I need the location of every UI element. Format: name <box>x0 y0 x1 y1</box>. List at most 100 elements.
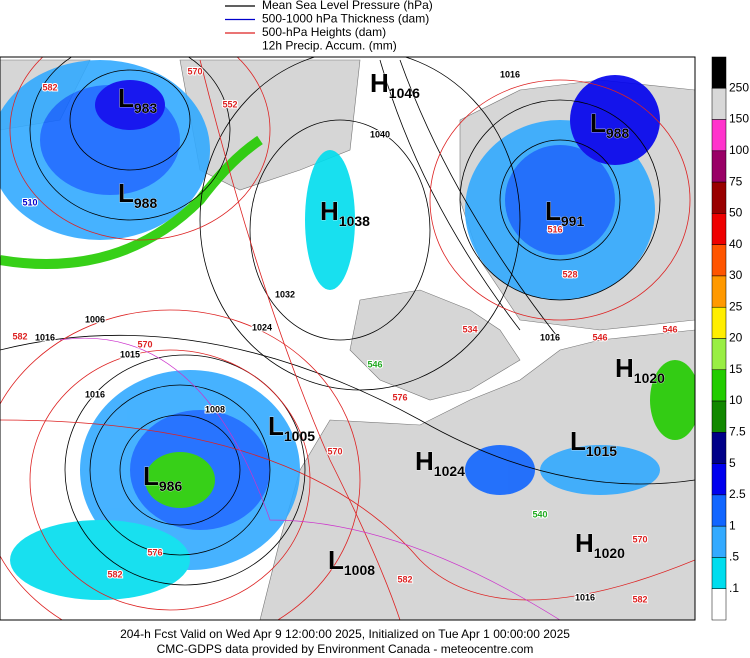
contour-label: 582 <box>107 569 122 579</box>
contour-label: 534 <box>462 324 477 334</box>
footer-line: 204-h Fcst Valid on Wed Apr 9 12:00:00 2… <box>120 627 570 641</box>
center-letter: H <box>575 528 594 558</box>
contour-label: 1040 <box>370 129 390 139</box>
land-europe <box>349 289 521 401</box>
colorbar-swatch <box>711 525 727 558</box>
contour-label: 1032 <box>275 289 295 299</box>
colorbar-swatch <box>711 494 727 527</box>
contour-label: 1008 <box>205 404 225 414</box>
center-value: 1015 <box>586 443 617 459</box>
contour-label: 570 <box>632 534 647 544</box>
colorbar-swatch <box>711 588 727 621</box>
center-letter: L <box>328 545 344 575</box>
colorbar-label: 50 <box>729 206 743 220</box>
colorbar-swatch <box>711 88 727 120</box>
pressure-center: H1020 <box>575 528 625 561</box>
colorbar-swatch <box>711 557 727 589</box>
footer: 204-h Fcst Valid on Wed Apr 9 12:00:00 2… <box>120 627 570 656</box>
colorbar-label: 5 <box>729 456 736 470</box>
contour-label: 540 <box>532 509 547 519</box>
center-value: 1024 <box>434 463 465 479</box>
colorbar-label: .1 <box>729 581 739 595</box>
colorbar-swatch <box>711 275 727 308</box>
legend-label: Mean Sea Level Pressure (hPa) <box>262 0 433 12</box>
pressure-center: L986 <box>143 461 182 494</box>
legend-label: 500-hPa Heights (dam) <box>262 25 386 39</box>
colorbar-label: 20 <box>729 331 743 345</box>
center-value: 1038 <box>339 213 370 229</box>
pressure-center: L988 <box>590 108 629 141</box>
pressure-center: L1005 <box>268 411 315 444</box>
center-value: 991 <box>561 213 585 229</box>
center-value: 1046 <box>389 85 420 101</box>
colorbar-swatch <box>711 400 727 433</box>
center-letter: L <box>590 108 606 138</box>
center-value: 988 <box>606 125 630 141</box>
colorbar-label: 25 <box>729 299 743 313</box>
colorbar-label: 1 <box>729 518 736 532</box>
contour-label: 582 <box>12 331 27 341</box>
legend-label: 12h Precip. Accum. (mm) <box>262 39 397 53</box>
center-value: 988 <box>134 195 158 211</box>
colorbar-swatch <box>711 119 727 152</box>
contour-label: 570 <box>187 66 202 76</box>
colorbar-label: 150 <box>729 112 749 126</box>
height-contours <box>0 57 695 620</box>
colorbar-swatch <box>711 244 727 277</box>
contour-label: 546 <box>592 332 607 342</box>
colorbar-swatch <box>711 432 727 464</box>
center-value: 983 <box>134 100 158 116</box>
pressure-center: L988 <box>118 178 157 211</box>
contour-label: 582 <box>632 594 647 604</box>
contour-label: 576 <box>147 547 162 557</box>
center-value: 986 <box>159 478 183 494</box>
isobars <box>0 57 695 586</box>
pressure-center: H1024 <box>415 446 465 479</box>
contour-label: 510 <box>22 197 37 207</box>
center-letter: L <box>118 178 134 208</box>
thickness-contours <box>59 337 561 620</box>
legend: Mean Sea Level Pressure (hPa)500-1000 hP… <box>225 0 433 53</box>
center-letter: H <box>415 446 434 476</box>
center-letter: L <box>118 83 134 113</box>
contour-label: 1016 <box>500 69 520 79</box>
pressure-center: L1008 <box>328 545 375 578</box>
contour-label: 582 <box>397 574 412 584</box>
center-letter: H <box>320 196 339 226</box>
center-value: 1008 <box>344 562 375 578</box>
center-value: 1020 <box>634 370 665 386</box>
colorbar-swatch <box>711 463 727 496</box>
colorbar-label: 100 <box>729 143 749 157</box>
colorbar: 250 150 100 75 50 40 30 25 20 15 10 7.5 5 2.5 1 .5 .1 <box>711 56 749 621</box>
contour-label: 1016 <box>85 389 105 399</box>
contour-label: 552 <box>222 99 237 109</box>
legend-label: 500-1000 hPa Thickness (dam) <box>262 12 429 26</box>
center-letter: L <box>545 196 561 226</box>
colorbar-swatch <box>711 369 727 402</box>
pressure-center: L991 <box>545 196 584 229</box>
colorbar-swatch <box>711 306 727 339</box>
contour-label: 546 <box>367 359 382 369</box>
colorbar-label: 250 <box>729 80 749 94</box>
center-letter: L <box>268 411 284 441</box>
contour-label: 1024 <box>252 322 272 332</box>
center-value: 1005 <box>284 428 315 444</box>
colorbar-swatch <box>711 213 727 245</box>
map: 1006 1016 1015 1016 1024 1032 1040 1016 1016 1008… <box>0 57 695 620</box>
contour-labels: 1006 1016 1015 1016 1024 1032 1040 1016 1016 1008… <box>11 65 678 605</box>
pressure-center: H1038 <box>320 196 370 229</box>
pressure-center: L983 <box>118 83 157 116</box>
precip-areas <box>0 60 695 600</box>
colorbar-label: 15 <box>729 362 743 376</box>
contour-label: 570 <box>137 339 152 349</box>
center-letter: L <box>570 426 586 456</box>
pressure-center: L1015 <box>570 426 617 459</box>
pressure-center: H1046 <box>370 68 420 101</box>
contour-label: 1016 <box>540 332 560 342</box>
colorbar-label: .5 <box>729 550 739 564</box>
contour-label: 1006 <box>85 314 105 324</box>
map-frame <box>0 56 696 621</box>
contour-label: 516 <box>547 224 562 234</box>
